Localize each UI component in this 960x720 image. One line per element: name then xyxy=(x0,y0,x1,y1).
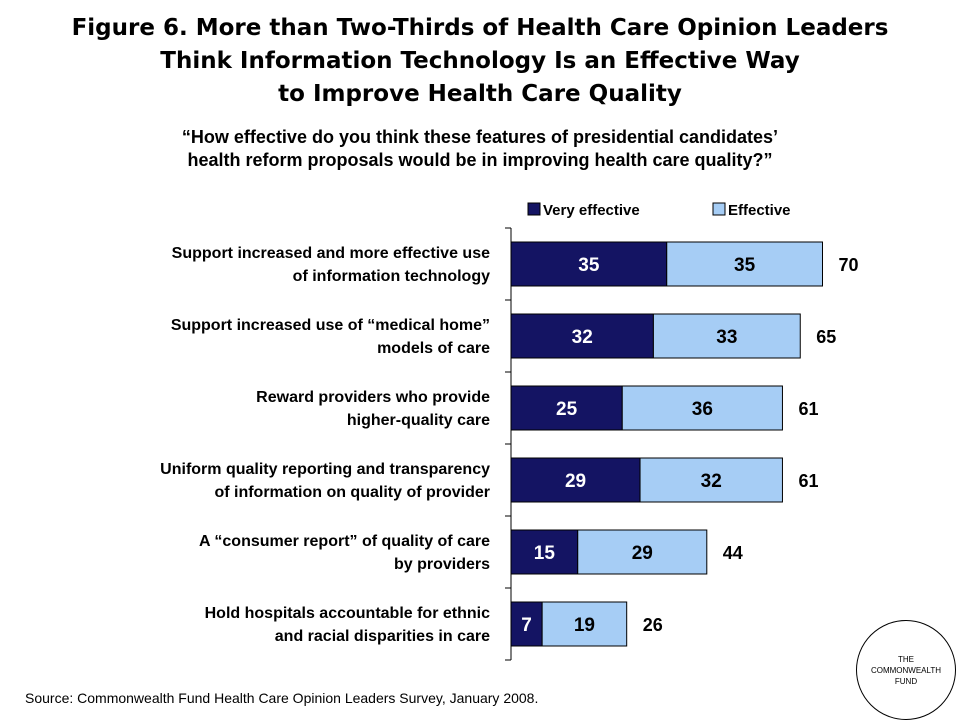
legend-swatch-effective xyxy=(712,202,726,216)
bar-segment-very-effective xyxy=(510,601,543,647)
bar-value-label: 35 xyxy=(734,255,756,276)
bar-segment-very-effective xyxy=(510,241,668,287)
bar-value-label: 33 xyxy=(716,327,737,348)
legend-label-very-effective: Very effective xyxy=(543,202,640,219)
subtitle-line-2: health reform proposals would be in impr… xyxy=(187,150,773,170)
bar-value-label: 35 xyxy=(578,255,600,276)
bar-segment-very-effective xyxy=(510,385,623,431)
bar-value-label: 7 xyxy=(521,615,532,636)
category-label: Hold hospitals accountable for ethnic xyxy=(205,605,490,622)
bar-value-label: 15 xyxy=(534,543,556,564)
bar-total-label: 26 xyxy=(643,615,663,635)
bar-value-label: 29 xyxy=(565,471,586,492)
bar-segment-effective xyxy=(666,241,823,287)
legend-swatch-very-effective xyxy=(527,202,541,216)
bar-value-label: 32 xyxy=(701,471,722,492)
category-label: and racial disparities in care xyxy=(275,628,490,645)
bar-total-label: 61 xyxy=(798,471,818,491)
category-label: Uniform quality reporting and transparen… xyxy=(160,461,490,478)
bar-segment-very-effective xyxy=(510,529,579,575)
bar-total-label: 70 xyxy=(839,255,859,275)
category-label: higher-quality care xyxy=(347,412,490,429)
logo-line-1: THE xyxy=(898,654,914,664)
subtitle-line-1: “How effective do you think these featur… xyxy=(181,127,779,147)
title-line-3: to Improve Health Care Quality xyxy=(278,81,682,107)
bar-value-label: 19 xyxy=(574,615,595,636)
legend-label-effective: Effective xyxy=(728,202,791,219)
bar-value-label: 25 xyxy=(556,399,578,420)
title-line-1: Figure 6. More than Two-Thirds of Health… xyxy=(71,15,889,41)
bar-value-label: 32 xyxy=(572,327,593,348)
chart-title: Figure 6. More than Two-Thirds of Health… xyxy=(0,12,960,111)
chart-subtitle: “How effective do you think these featur… xyxy=(0,126,960,172)
category-label: A “consumer report” of quality of care xyxy=(199,533,490,550)
bar-value-label: 36 xyxy=(692,399,713,420)
bar-total-label: 61 xyxy=(798,399,818,419)
bar-segment-effective xyxy=(541,601,628,647)
bar-segment-effective xyxy=(652,313,801,359)
commonwealth-fund-logo: THE COMMONWEALTH FUND xyxy=(856,620,956,720)
source-note: Source: Commonwealth Fund Health Care Op… xyxy=(25,690,539,706)
bar-value-label: 29 xyxy=(632,543,653,564)
logo-line-3: FUND xyxy=(894,676,918,686)
category-label: of information on quality of provider xyxy=(214,484,490,501)
category-label: of information technology xyxy=(293,268,490,285)
bar-total-label: 44 xyxy=(723,543,743,563)
bar-segment-effective xyxy=(639,457,783,503)
category-label: models of care xyxy=(377,340,490,357)
category-label: Support increased and more effective use xyxy=(172,245,490,262)
title-line-2: Think Information Technology Is an Effec… xyxy=(160,48,800,74)
bar-total-label: 65 xyxy=(816,327,836,347)
category-label: Support increased use of “medical home” xyxy=(171,317,490,334)
bar-segment-very-effective xyxy=(510,313,654,359)
category-label: by providers xyxy=(394,556,490,573)
logo-line-2: COMMONWEALTH xyxy=(870,665,942,675)
bar-segment-effective xyxy=(577,529,708,575)
bar-segment-effective xyxy=(621,385,783,431)
category-label: Reward providers who provide xyxy=(256,389,490,406)
